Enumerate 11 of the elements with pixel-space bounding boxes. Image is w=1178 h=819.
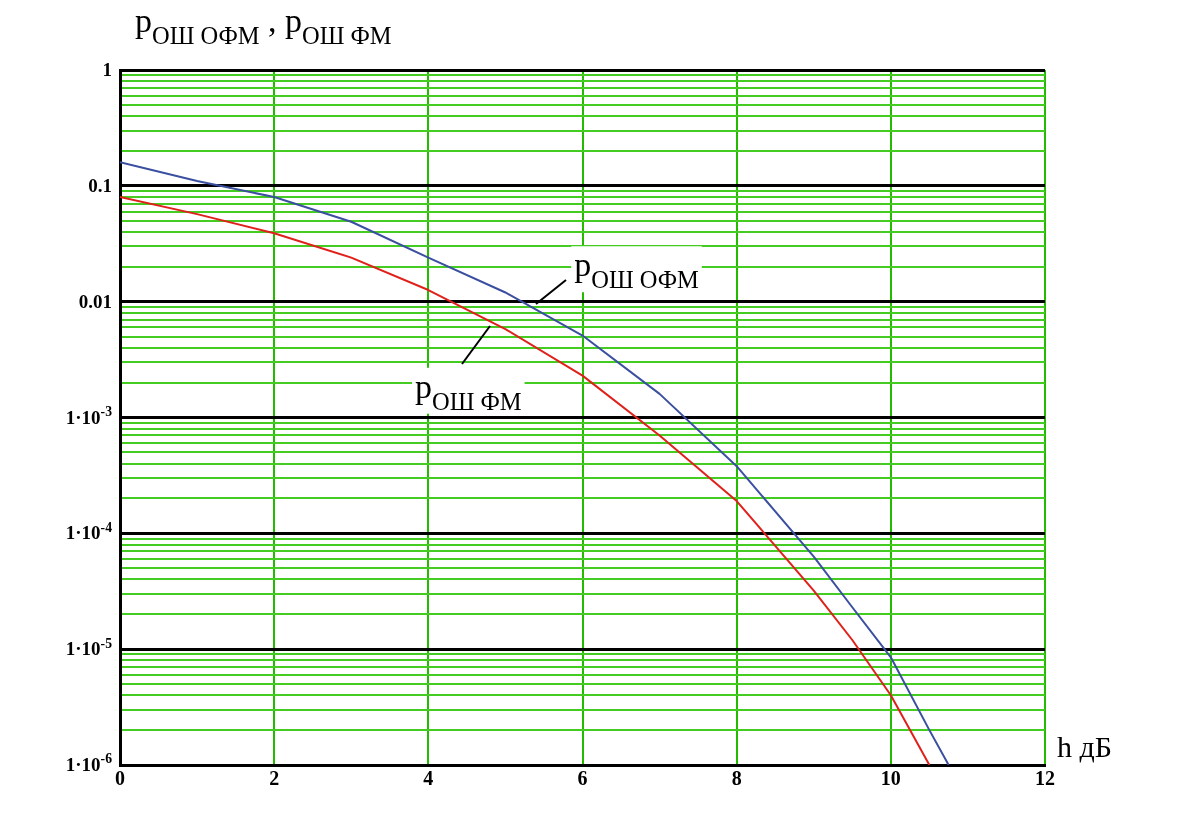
x-tick-label: 12: [1035, 767, 1055, 790]
x-tick-label: 2: [269, 767, 280, 790]
x-tick-label: 10: [880, 767, 901, 790]
x-tick-label: 0: [115, 767, 125, 790]
y-tick-label: 0.1: [88, 174, 112, 196]
y-tick-label: 0.01: [78, 290, 112, 312]
x-tick-label: 8: [731, 767, 742, 790]
x-tick-label: 4: [423, 767, 434, 790]
x-tick-label: 6: [577, 767, 588, 790]
y-tick-label: 1: [102, 59, 112, 80]
x-axis-title: h дБ: [1057, 730, 1112, 763]
